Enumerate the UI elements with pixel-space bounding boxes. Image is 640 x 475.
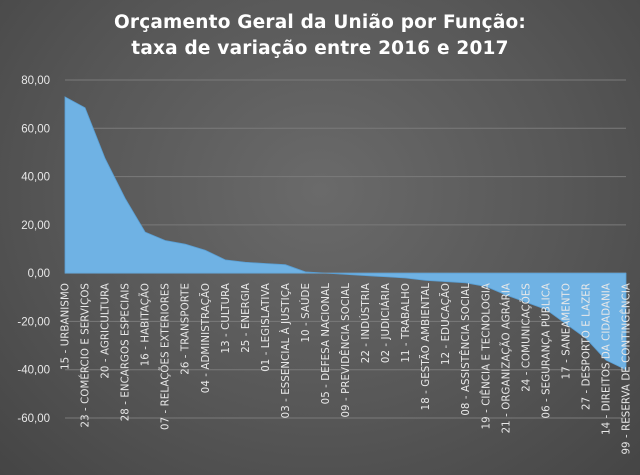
y-tick-label: -40,00 xyxy=(17,365,50,377)
x-tick-label: 22 - INDÚSTRIA xyxy=(359,283,372,363)
x-tick-label: 13 - CULTURA xyxy=(221,283,232,353)
x-axis: 15 - URBANISMO 23 - COMÉRCIO E SERVIÇOS 20… xyxy=(61,283,633,455)
grid-lines xyxy=(65,79,626,419)
area-fill xyxy=(64,96,627,371)
x-tick-label: 01 - LEGISLATIVA xyxy=(261,283,272,372)
x-tick-label: 04 - ADMINISTRAÇÃO xyxy=(199,283,212,393)
x-tick-label: 14 - DIREITOS DA CIDADANIA xyxy=(601,283,612,435)
x-tick-label: 25 - ENERGIA xyxy=(241,283,252,353)
x-tick-label: 06 - SEGURANÇA PÚBLICA xyxy=(539,283,552,419)
x-tick-label: 02 - JUDICIÁRIA xyxy=(379,283,392,363)
x-tick-label: 99 - RESERVA DE CONTINGÊNCIA xyxy=(620,283,633,455)
y-tick-label: 40,00 xyxy=(21,172,50,184)
x-tick-label: 18 - GESTÃO AMBIENTAL xyxy=(419,283,432,411)
x-tick-label: 10 - SAÚDE xyxy=(299,283,312,342)
x-tick-label: 23 - COMÉRCIO E SERVIÇOS xyxy=(79,283,92,428)
x-tick-label: 08 - ASSISTÊNCIA SOCIAL xyxy=(459,283,472,416)
y-axis: -60,00 -40,00 -20,00 0,00 20,00 40,00 60,00 80,… xyxy=(17,75,50,425)
x-tick-label: 19 - CIÊNCIA E TECNOLOGIA xyxy=(479,283,492,429)
x-tick-label: 12 - EDUCAÇÃO xyxy=(439,283,452,365)
x-tick-label: 05 - DEFESA NACIONAL xyxy=(321,283,332,405)
chart-title-line-2: taxa de variação entre 2016 e 2017 xyxy=(131,38,509,59)
y-tick-label: 20,00 xyxy=(21,220,50,232)
y-tick-label: -60,00 xyxy=(17,413,50,425)
x-tick-label: 24 - COMUNICAÇÕES xyxy=(519,283,532,392)
x-tick-label: 28 - ENCARGOS ESPECIAIS xyxy=(121,283,132,421)
x-tick-label: 20 - AGRICULTURA xyxy=(101,283,112,379)
x-tick-label: 03 - ESSENCIAL À JUSTIÇA xyxy=(279,283,292,418)
x-tick-label: 26 - TRANSPORTE xyxy=(181,283,192,375)
y-tick-label: -20,00 xyxy=(17,316,50,328)
x-tick-label: 16 - HABITAÇÃO xyxy=(139,283,152,366)
x-tick-label: 07 - RELAÇÕES EXTERIORES xyxy=(159,283,172,430)
x-tick-label: 09 - PREVIDÊNCIA SOCIAL xyxy=(339,283,352,418)
y-tick-label: 0,00 xyxy=(28,268,50,280)
x-tick-label: 11 - TRABALHO xyxy=(401,283,412,363)
area-series xyxy=(64,96,627,371)
x-tick-label: 17 - SANEAMENTO xyxy=(561,283,572,379)
x-tick-label: 15 - URBANISMO xyxy=(61,283,72,370)
chart-title-line-1: Orçamento Geral da União por Função: xyxy=(113,12,527,33)
x-tick-label: 27 - DESPORTO E LAZER xyxy=(581,283,592,410)
y-tick-label: 80,00 xyxy=(21,75,50,87)
x-tick-label: 21 - ORGANIZAÇÃO AGRÁRIA xyxy=(499,283,512,433)
y-tick-label: 60,00 xyxy=(21,123,50,135)
